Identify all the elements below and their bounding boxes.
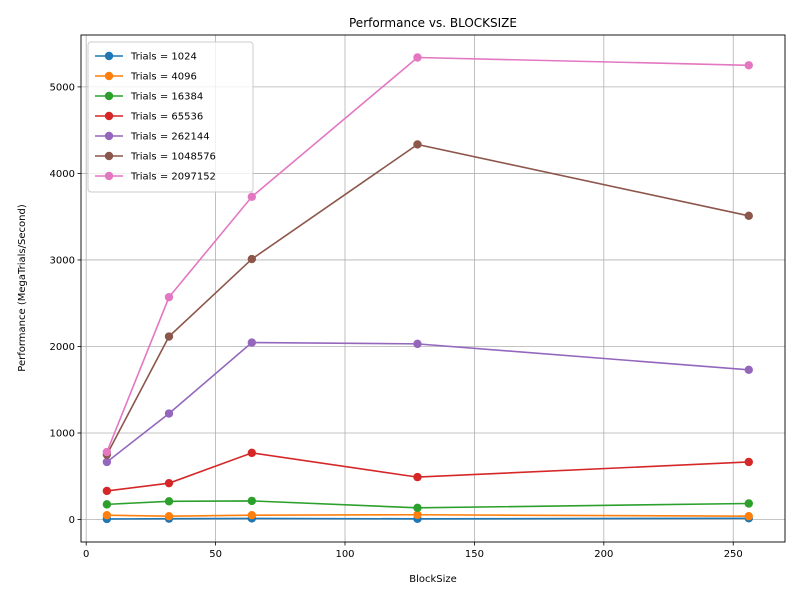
y-tick-label: 4000 — [50, 169, 75, 180]
chart-title: Performance vs. BLOCKSIZE — [349, 16, 517, 30]
legend-entry: Trials = 16384 — [95, 92, 203, 103]
y-tick-label: 0 — [69, 515, 75, 526]
data-point — [102, 510, 112, 520]
data-point — [164, 512, 174, 521]
legend-marker — [104, 71, 114, 81]
legend-entry: Trials = 1048576 — [95, 152, 216, 163]
legend-label: Trials = 1048576 — [130, 152, 216, 163]
legend-entry: Trials = 2097152 — [95, 172, 216, 183]
legend-marker — [104, 51, 114, 61]
x-tick-label: 150 — [465, 549, 484, 560]
data-point — [102, 447, 112, 457]
data-point — [413, 472, 422, 482]
x-axis-label: BlockSize — [409, 574, 457, 585]
data-point — [102, 486, 112, 496]
legend-marker — [104, 91, 114, 101]
data-point — [102, 457, 112, 467]
axis-ticks: 0 50 100 150 200 250 0 1000 2000 3000 4000 5000 — [50, 82, 743, 560]
legend-label: Trials = 65536 — [130, 112, 203, 123]
legend-entry: Trials = 262144 — [95, 132, 210, 143]
data-point — [413, 53, 422, 62]
legend-label: Trials = 1024 — [130, 52, 197, 63]
plot-frame — [80, 34, 786, 543]
series-line — [106, 517, 749, 520]
x-tick-label: 0 — [83, 549, 89, 560]
x-tick-label: 250 — [724, 549, 743, 560]
series-4 — [102, 448, 753, 496]
y-axis-label: Performance (MegaTrials/Second) — [17, 204, 28, 372]
data-point — [164, 332, 174, 341]
legend: Trials = 1024 Trials = 4096 Trials = 16384… — [87, 41, 254, 193]
legend-label: Trials = 262144 — [130, 132, 210, 143]
legend-box — [87, 41, 254, 193]
series-6 — [102, 140, 753, 459]
data-point — [413, 140, 422, 149]
y-tick-label: 2000 — [50, 342, 75, 353]
data-point — [247, 448, 257, 458]
data-point — [744, 211, 753, 221]
data-point — [744, 499, 753, 508]
data-point — [247, 254, 257, 264]
data-point — [413, 510, 422, 519]
y-tick-label: 1000 — [50, 428, 75, 439]
series-lines — [102, 53, 753, 524]
series-5 — [102, 338, 753, 467]
legend-marker — [104, 151, 114, 161]
grid — [81, 35, 785, 542]
data-point — [744, 61, 753, 70]
legend-entry: Trials = 4096 — [95, 72, 197, 83]
data-point — [744, 457, 753, 467]
legend-marker — [104, 171, 114, 181]
series-3 — [102, 496, 753, 513]
series-2 — [102, 510, 753, 521]
legend-label: Trials = 16384 — [130, 92, 203, 103]
data-point — [164, 497, 174, 506]
data-point — [247, 192, 257, 201]
legend-entry: Trials = 65536 — [95, 112, 203, 123]
x-tick-label: 200 — [594, 549, 613, 560]
data-point — [247, 510, 257, 520]
data-point — [247, 338, 257, 347]
y-tick-label: 3000 — [50, 255, 75, 266]
data-point — [164, 409, 174, 418]
legend-marker — [104, 131, 114, 141]
data-point — [247, 496, 257, 506]
legend-entry: Trials = 1024 — [95, 52, 197, 63]
data-point — [744, 365, 753, 375]
legend-marker — [104, 111, 114, 121]
y-tick-label: 5000 — [50, 82, 75, 93]
data-point — [164, 292, 174, 302]
x-tick-label: 50 — [209, 549, 222, 560]
x-tick-label: 100 — [335, 549, 354, 560]
legend-label: Trials = 4096 — [130, 72, 197, 83]
data-point — [413, 339, 422, 349]
data-point — [744, 512, 753, 521]
data-point — [102, 500, 112, 509]
series-7 — [102, 53, 753, 457]
data-point — [413, 503, 422, 513]
data-point — [164, 478, 174, 488]
legend-label: Trials = 2097152 — [130, 172, 216, 183]
